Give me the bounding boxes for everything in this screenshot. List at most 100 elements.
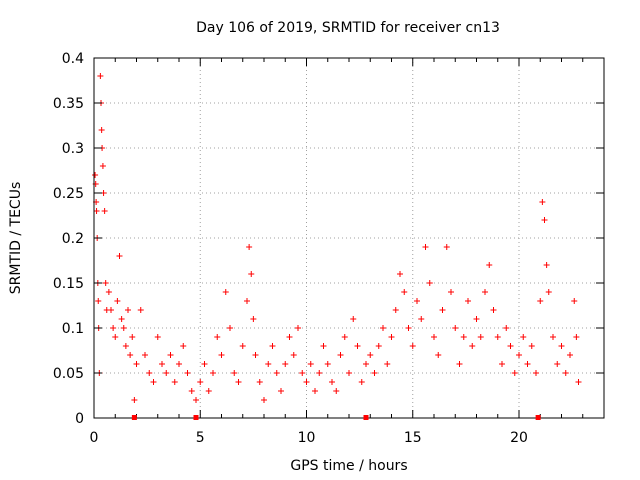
data-point — [114, 298, 121, 304]
data-point — [573, 334, 580, 340]
data-point — [101, 208, 108, 214]
data-point — [105, 289, 112, 295]
data-point — [125, 307, 131, 313]
data-point — [358, 379, 365, 385]
data-point — [278, 388, 284, 394]
data-point — [329, 379, 335, 385]
data-point — [405, 325, 412, 331]
data-point — [507, 343, 514, 349]
data-point — [550, 334, 556, 340]
data-point — [108, 307, 114, 313]
data-point — [435, 352, 442, 358]
data-point — [571, 298, 578, 304]
y-tick-label: 0.4 — [62, 51, 84, 67]
data-point — [333, 388, 340, 394]
data-point — [539, 199, 546, 205]
data-point — [252, 352, 259, 358]
data-point — [469, 343, 476, 349]
data-point — [303, 379, 310, 385]
data-point — [460, 334, 467, 340]
data-point — [282, 361, 289, 367]
data-point — [354, 343, 361, 349]
data-point — [214, 334, 221, 340]
data-point — [486, 262, 493, 268]
y-tick-label: 0.35 — [53, 96, 84, 112]
data-point — [320, 343, 327, 349]
y-tick-label: 0.3 — [62, 141, 84, 157]
data-point — [295, 325, 301, 331]
data-point — [397, 271, 403, 277]
data-point — [388, 334, 395, 340]
data-point — [227, 325, 233, 331]
data-point — [520, 334, 527, 340]
data-point — [193, 397, 199, 403]
data-point — [218, 352, 225, 358]
data-point — [133, 361, 140, 367]
data-point — [307, 361, 314, 367]
data-point — [244, 298, 250, 304]
data-point — [163, 370, 170, 376]
data-point — [299, 370, 306, 376]
data-point — [337, 352, 344, 358]
x-tick-label: 15 — [404, 430, 422, 446]
data-point — [443, 244, 450, 250]
data-point — [324, 361, 331, 367]
data-point — [558, 343, 565, 349]
data-point — [392, 307, 399, 313]
data-point — [494, 334, 501, 340]
data-point — [401, 289, 408, 295]
x-axis-label: GPS time / hours — [290, 458, 407, 474]
data-point — [248, 271, 255, 277]
data-point — [316, 370, 323, 376]
x-tick-label: 0 — [90, 430, 99, 446]
data-point — [159, 361, 165, 367]
data-point — [499, 361, 505, 367]
data-point — [367, 352, 374, 358]
data-point — [380, 325, 386, 331]
data-point — [477, 334, 484, 340]
data-point — [176, 361, 182, 367]
grid-lines — [94, 58, 604, 418]
data-point — [222, 289, 229, 295]
data-point — [127, 352, 134, 358]
data-point — [537, 298, 544, 304]
data-point — [98, 127, 105, 133]
y-tick-label: 0.1 — [62, 321, 84, 337]
data-point — [131, 397, 138, 403]
data-point — [350, 316, 357, 322]
data-point — [231, 370, 238, 376]
data-point — [418, 316, 425, 322]
data-point — [439, 307, 446, 313]
data-point — [286, 334, 293, 340]
data-point — [273, 370, 280, 376]
data-point — [146, 370, 153, 376]
data-point — [346, 370, 352, 376]
data-point — [375, 343, 382, 349]
data-point — [511, 370, 518, 376]
data-point — [265, 361, 272, 367]
y-tick-label: 0.25 — [53, 186, 84, 202]
data-point — [197, 379, 204, 385]
data-point — [150, 379, 157, 385]
data-point — [541, 217, 548, 223]
data-point — [290, 352, 297, 358]
data-point — [456, 361, 463, 367]
y-tick-label: 0 — [75, 411, 84, 427]
data-point — [122, 343, 129, 349]
data-point — [116, 253, 123, 259]
data-point — [452, 325, 459, 331]
data-point — [99, 163, 106, 169]
data-point — [239, 343, 246, 349]
data-point — [97, 73, 104, 79]
data-point — [95, 298, 102, 304]
data-point — [341, 334, 348, 340]
data-point — [180, 343, 187, 349]
data-point — [567, 352, 573, 358]
data-point — [246, 244, 253, 250]
data-point — [261, 397, 267, 403]
y-tick-label: 0.15 — [53, 276, 84, 292]
data-point — [448, 289, 454, 295]
x-tick-label: 20 — [510, 430, 528, 446]
